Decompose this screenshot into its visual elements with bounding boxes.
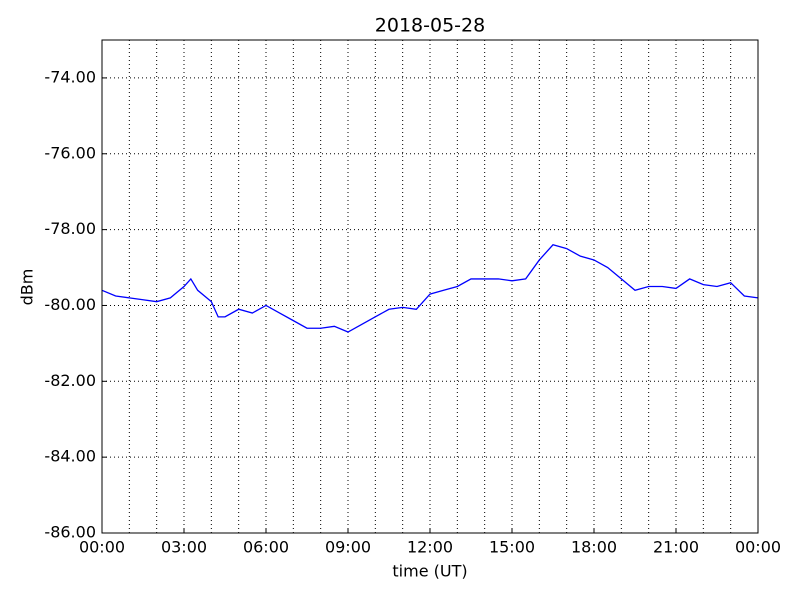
y-tick-label: -80.00	[44, 295, 96, 314]
x-tick-label: 00:00	[79, 538, 125, 557]
y-tick-label: -82.00	[44, 371, 96, 390]
x-tick-label: 03:00	[161, 538, 207, 557]
x-tick-label: 00:00	[735, 538, 781, 557]
data-line	[101, 244, 759, 333]
x-tick-label: 09:00	[325, 538, 371, 557]
x-tick-label: 15:00	[489, 538, 535, 557]
x-axis-label: time (UT)	[392, 562, 467, 581]
x-tick-label: 18:00	[571, 538, 617, 557]
x-tick-label: 12:00	[407, 538, 453, 557]
y-tick-label: -76.00	[44, 143, 96, 162]
y-tick-label: -78.00	[44, 219, 96, 238]
x-tick-label: 21:00	[653, 538, 699, 557]
x-tick-label: 06:00	[243, 538, 289, 557]
y-tick-label: -84.00	[44, 447, 96, 466]
y-axis-label: dBm	[18, 269, 37, 306]
y-tick-label: -74.00	[44, 67, 96, 86]
chart-title: 2018-05-28	[375, 15, 485, 37]
plot-frame	[101, 39, 759, 534]
y-tick-label: -86.00	[44, 523, 96, 542]
